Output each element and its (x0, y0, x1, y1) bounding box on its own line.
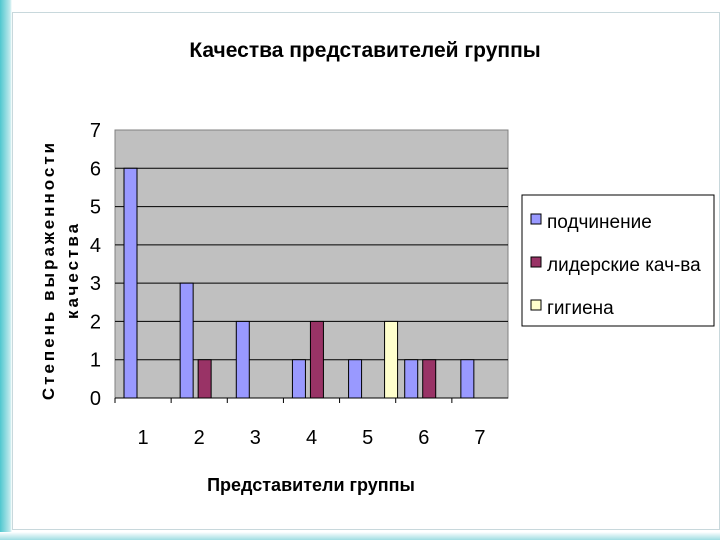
y-axis-title-line-1: Степень выраженности (39, 140, 58, 400)
legend-swatch (530, 299, 542, 311)
x-tick-label: 5 (362, 427, 373, 449)
legend-label: гигиена (547, 298, 614, 319)
y-tick-label: 7 (90, 120, 101, 142)
legend: подчинение лидерские кач-ва гигиена (530, 212, 701, 319)
x-tick-label: 7 (474, 427, 485, 449)
legend-swatch (530, 256, 542, 268)
y-tick-label: 0 (90, 388, 101, 410)
bars (123, 167, 475, 399)
y-tick-label: 2 (90, 311, 101, 333)
bar-3-cat-5 (384, 320, 399, 399)
bar-1-cat-2 (179, 282, 194, 399)
bar-1-cat-5 (348, 359, 363, 399)
y-tick-label: 5 (90, 197, 101, 219)
y-axis-ticks: 0 1 2 3 4 5 6 7 (90, 120, 101, 410)
bar-1-cat-1 (123, 167, 138, 399)
slide-bottom-strip (0, 532, 720, 540)
legend-box (521, 194, 715, 327)
x-tick-label: 2 (194, 427, 205, 449)
legend-swatch (530, 213, 542, 225)
y-tick-label: 1 (90, 350, 101, 372)
x-tick-label: 6 (418, 427, 429, 449)
x-axis-title: Представители группы (207, 475, 415, 495)
x-tick-label: 4 (306, 427, 317, 449)
x-axis-ticks: 1 2 3 4 5 6 7 (114, 398, 485, 449)
bar-2-cat-2 (197, 359, 212, 399)
y-axis-title-line-2: качества (63, 221, 82, 319)
chart-title: Качества представителей группы (189, 39, 540, 62)
bar-1-cat-6 (404, 359, 419, 399)
y-tick-label: 3 (90, 273, 101, 295)
bar-2-cat-4 (309, 320, 324, 399)
bar-1-cat-4 (291, 359, 306, 399)
legend-label: подчинение (547, 212, 652, 233)
y-tick-label: 6 (90, 158, 101, 180)
legend-label: лидерские кач-ва (547, 255, 701, 276)
bar-1-cat-3 (235, 320, 250, 399)
x-tick-label: 3 (250, 427, 261, 449)
bar-1-cat-7 (460, 359, 475, 399)
bar-2-cat-6 (422, 359, 437, 399)
y-tick-label: 4 (90, 235, 101, 257)
x-tick-label: 1 (138, 427, 149, 449)
